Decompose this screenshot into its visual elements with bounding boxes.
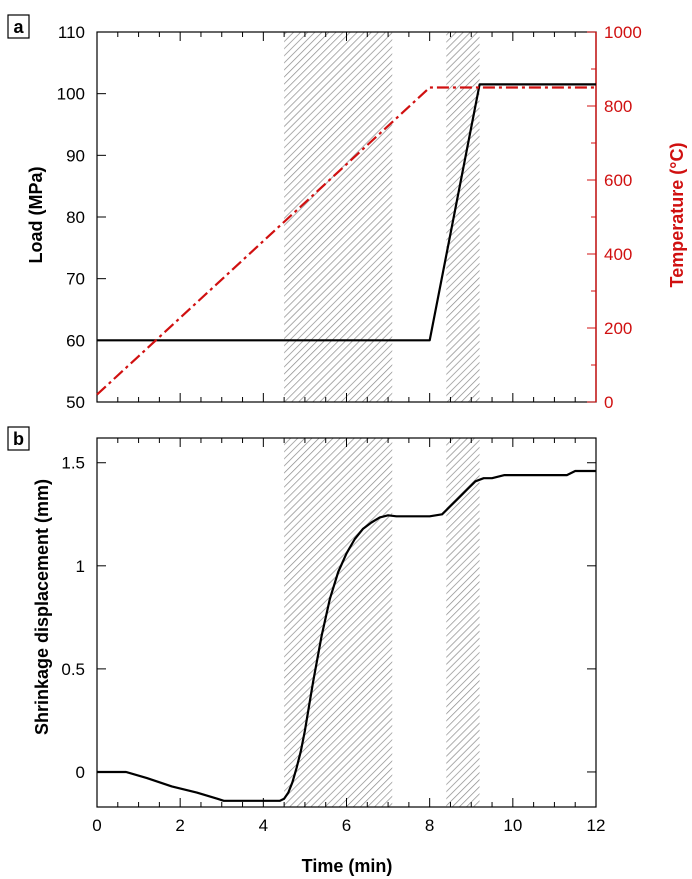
panel-a-right-y-tick-label: 200 [604, 319, 632, 338]
panel-a-right-y-axis-title: Temperature (°C) [667, 143, 687, 288]
panel-a-y-tick-label: 70 [66, 270, 85, 289]
panel-a-y-tick-label: 100 [57, 85, 85, 104]
panel-a-load-line [97, 83, 596, 342]
x-tick-label: 10 [503, 816, 522, 835]
panel-a-shaded-region [446, 32, 480, 402]
panel-b-shaded-region [446, 438, 480, 807]
panel-a-series [96, 83, 596, 396]
panel-b-y-tick-label: 1.5 [61, 454, 85, 473]
panel-b-ticks [96, 438, 597, 807]
panel-b-y-tick-label: 1 [76, 557, 85, 576]
panel-b-series [97, 469, 596, 802]
panel-a-label: a [13, 17, 24, 37]
panel-b-y-tick-labels: 0 0.5 1 1.5 [61, 454, 85, 782]
x-tick-label: 12 [587, 816, 606, 835]
panel-b-shaded-regions [284, 438, 480, 807]
panel-a-y-tick-label: 60 [66, 331, 85, 350]
panel-b-label-box [7, 426, 30, 451]
panel-a-y-axis-title: Load (MPa) [26, 166, 46, 263]
panel-a-y-tick-labels: 50 60 70 80 90 100 110 [57, 23, 85, 412]
panel-b-chart: 0 0.5 1 1.5 0 2 4 6 8 10 12 Shrinkage displacemen… [7, 426, 605, 876]
panel-b-y-tick-label: 0.5 [61, 660, 85, 679]
panel-a-right-y-tick-label: 1000 [604, 23, 642, 42]
panel-a-y-tick-label: 90 [66, 146, 85, 165]
x-tick-label: 8 [425, 816, 434, 835]
x-axis-title: Time (min) [302, 856, 393, 876]
panel-b-y-axis-title: Shrinkage displacement (mm) [32, 479, 52, 735]
panel-a-shaded-regions [284, 32, 480, 402]
panel-a-right-y-tick-label: 600 [604, 171, 632, 190]
panel-a-temperature-line [96, 86, 596, 396]
x-tick-label: 0 [92, 816, 101, 835]
panel-a-right-y-tick-labels: 0 200 400 600 800 1000 [604, 23, 642, 412]
panel-a-shaded-region [284, 32, 393, 402]
panel-b-y-tick-label: 0 [76, 763, 85, 782]
panel-a-y-tick-label: 50 [66, 393, 85, 412]
panel-a-right-y-tick-label: 0 [604, 393, 613, 412]
panel-b-label: b [13, 429, 24, 449]
panel-a-right-y-tick-label: 800 [604, 97, 632, 116]
panel-b-x-tick-labels: 0 2 4 6 8 10 12 [92, 816, 605, 835]
x-tick-label: 2 [175, 816, 184, 835]
panel-a-y-tick-label: 110 [58, 23, 85, 42]
panel-b-displacement-line [97, 469, 596, 802]
panel-a-label-box [7, 14, 30, 39]
panel-a-y-tick-label: 80 [66, 208, 85, 227]
panel-a-chart: 50 60 70 80 90 100 110 0 200 400 600 800 1000 Load … [7, 14, 687, 412]
x-tick-label: 6 [342, 816, 351, 835]
panel-a-right-y-tick-label: 400 [604, 245, 632, 264]
x-tick-label: 4 [259, 816, 268, 835]
